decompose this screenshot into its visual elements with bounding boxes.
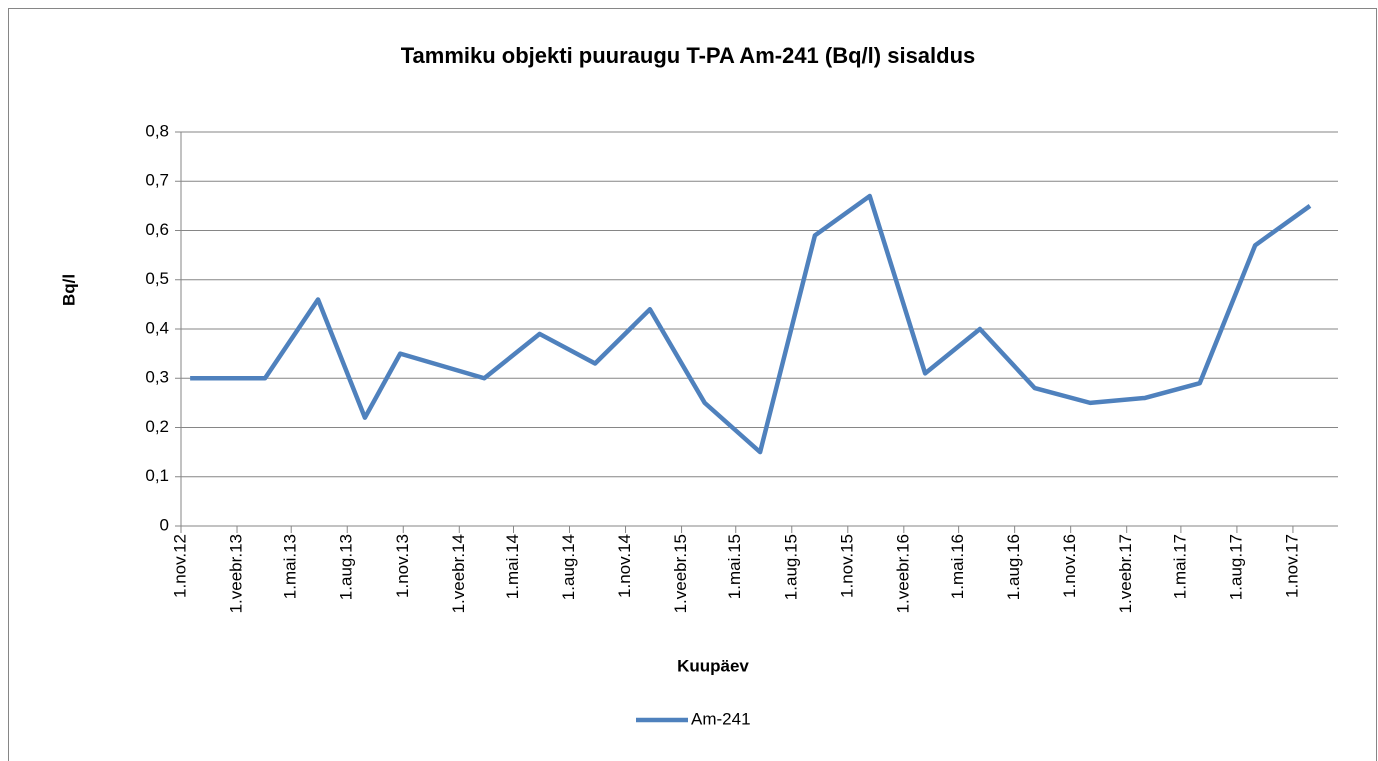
y-tick-label: 0,2 xyxy=(145,417,169,436)
x-tick-label: 1.veebr.16 xyxy=(893,534,912,613)
legend-label: Am-241 xyxy=(691,709,751,728)
y-tick-label: 0,1 xyxy=(145,466,169,485)
x-axis-label: Kuupäev xyxy=(677,656,749,675)
y-tick-label: 0,5 xyxy=(145,269,169,288)
chart-title: Tammiku objekti puuraugu T-PA Am-241 (Bq… xyxy=(401,43,976,68)
x-tick-label: 1.veebr.14 xyxy=(449,534,468,613)
y-tick-label: 0,4 xyxy=(145,318,169,337)
x-tick-label: 1.mai.17 xyxy=(1170,534,1189,599)
x-tick-label: 1.veebr.13 xyxy=(227,534,246,613)
x-tick-label: 1.nov.17 xyxy=(1282,534,1301,598)
x-tick-label: 1.aug.15 xyxy=(781,534,800,600)
x-tick-label: 1.nov.13 xyxy=(393,534,412,598)
x-tick-label: 1.nov.14 xyxy=(615,534,634,598)
x-tick-label: 1.mai.15 xyxy=(725,534,744,599)
y-tick-label: 0,8 xyxy=(145,121,169,140)
y-tick-label: 0 xyxy=(160,515,169,534)
x-tick-label: 1.aug.16 xyxy=(1004,534,1023,600)
x-tick-label: 1.mai.13 xyxy=(281,534,300,599)
y-tick-label: 0,3 xyxy=(145,368,169,387)
x-tick-label: 1.mai.14 xyxy=(503,534,522,599)
x-tick-label: 1.aug.17 xyxy=(1226,534,1245,600)
x-tick-label: 1.veebr.17 xyxy=(1116,534,1135,613)
x-tick-label: 1.nov.12 xyxy=(170,534,189,598)
y-tick-label: 0,7 xyxy=(145,171,169,190)
x-tick-label: 1.veebr.15 xyxy=(671,534,690,613)
y-axis-label: Bq/l xyxy=(59,274,78,306)
x-tick-label: 1.nov.15 xyxy=(837,534,856,598)
y-tick-label: 0,6 xyxy=(145,220,169,239)
x-tick-label: 1.nov.16 xyxy=(1060,534,1079,598)
x-tick-label: 1.aug.13 xyxy=(337,534,356,600)
x-tick-label: 1.aug.14 xyxy=(559,534,578,600)
data-line xyxy=(190,193,1312,455)
x-tick-label: 1.mai.16 xyxy=(948,534,967,599)
